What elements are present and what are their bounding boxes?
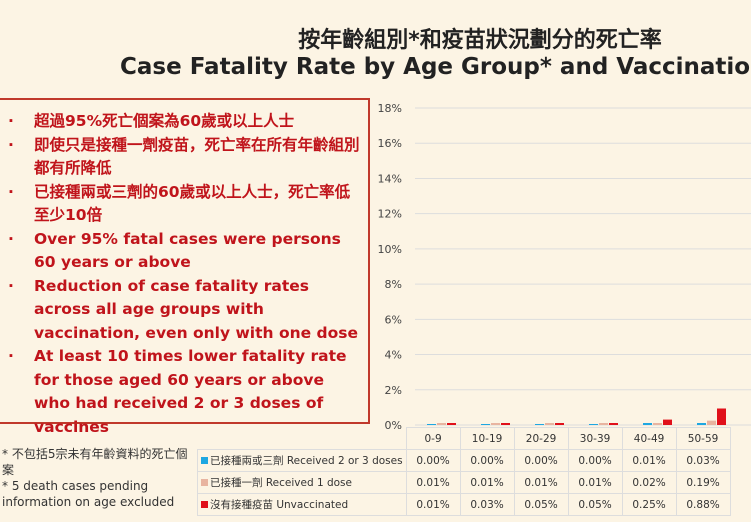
bullet-text: 即使只是接種一劑疫苗，死亡率在所有年齡組別都有所降低: [34, 135, 360, 178]
y-tick-label: 2%: [385, 384, 402, 397]
category-label: 40-49: [621, 427, 677, 450]
bullet-item: · Over 95% fatal cases were persons 60 ye…: [8, 228, 362, 275]
bar: [437, 423, 446, 425]
bar: [491, 423, 500, 425]
data-label: 0.01%: [405, 493, 461, 516]
bullet-text: Reduction of case fatality rates across …: [34, 276, 359, 342]
y-tick-label: 4%: [385, 349, 402, 362]
y-tick-label: 16%: [378, 137, 402, 150]
data-label: 0.03%: [459, 493, 515, 516]
bar: [555, 423, 564, 425]
bullet-text: 超過95%死亡個案為60歲或以上人士: [34, 112, 295, 130]
data-label: 0.00%: [513, 449, 569, 472]
bar: [643, 423, 652, 425]
category-label: 10-19: [459, 427, 515, 450]
bar: [697, 423, 706, 425]
legend-swatch-icon: [201, 457, 208, 464]
y-tick-label: 14%: [378, 172, 402, 185]
bullet-item: · At least 10 times lower fatality rate f…: [8, 345, 362, 439]
bullet-mark: ·: [8, 135, 14, 154]
bar: [447, 423, 456, 425]
data-label: 0.01%: [567, 471, 623, 494]
legend-swatch-icon: [201, 501, 208, 508]
bar: [545, 423, 554, 425]
bar: [717, 408, 726, 425]
bar: [427, 424, 436, 425]
data-label: 0.01%: [621, 449, 677, 472]
legend-entry: 已接種一劑 Received 1 dose: [197, 471, 407, 494]
y-tick-label: 6%: [385, 313, 402, 326]
data-label: 0.03%: [675, 449, 731, 472]
bullet-mark: ·: [8, 112, 14, 130]
category-label: 20-29: [513, 427, 569, 450]
category-label: 30-39: [567, 427, 623, 450]
bullet-item: · 超過95%死亡個案為60歲或以上人士: [8, 110, 362, 134]
data-label: 0.01%: [513, 471, 569, 494]
footnote-en: * 5 death cases pending information on a…: [2, 479, 175, 509]
key-points-box: · 超過95%死亡個案為60歲或以上人士 · 即使只是接種一劑疫苗，死亡率在所有年齡組…: [0, 98, 370, 436]
data-label: 0.19%: [675, 471, 731, 494]
bar: [535, 424, 544, 425]
title-english: Case Fatality Rate by Age Group* and Vac…: [120, 54, 751, 80]
y-tick-label: 18%: [378, 102, 402, 115]
data-table: 0-9 10-19 20-29 30-39 40-49 50-59 已接種兩或三劑 Rece…: [197, 427, 731, 516]
data-label: 0.01%: [459, 471, 515, 494]
bullet-item: · Reduction of case fatality rates across…: [8, 275, 362, 346]
series-name: 已接種兩或三劑 Received 2 or 3 doses: [210, 455, 403, 467]
bullet-item: · 即使只是接種一劑疫苗，死亡率在所有年齡組別都有所降低: [8, 134, 362, 181]
bullet-text: Over 95% fatal cases were persons 60 yea…: [34, 229, 341, 272]
bar: [589, 424, 598, 425]
category-label: 50-59: [675, 427, 731, 450]
legend-entry: 已接種兩或三劑 Received 2 or 3 doses: [197, 449, 407, 472]
data-label: 0.88%: [675, 493, 731, 516]
data-label: 0.25%: [621, 493, 677, 516]
footnote-zh: * 不包括5宗未有年齡資料的死亡個案: [2, 447, 188, 477]
data-label: 0.05%: [513, 493, 569, 516]
series-name: 沒有接種疫苗 Unvaccinated: [210, 499, 349, 511]
series-name: 已接種一劑 Received 1 dose: [210, 477, 352, 489]
category-label: 0-9: [405, 427, 461, 450]
y-tick-label: 12%: [378, 208, 402, 221]
legend-swatch-icon: [201, 479, 208, 486]
bullet-mark: ·: [8, 276, 14, 295]
data-label: 0.00%: [405, 449, 461, 472]
bullet-text: 已接種兩或三劑的60歲或以上人士，死亡率低至少10倍: [34, 182, 351, 225]
y-tick-label: 0%: [385, 419, 402, 432]
y-tick-label: 8%: [385, 278, 402, 291]
table-row: 已接種一劑 Received 1 dose 0.01% 0.01% 0.01% 0.01…: [197, 471, 731, 494]
bar: [481, 424, 490, 425]
bullet-mark: ·: [8, 229, 14, 248]
data-label: 0.00%: [459, 449, 515, 472]
data-label: 0.02%: [621, 471, 677, 494]
table-row: 沒有接種疫苗 Unvaccinated 0.01% 0.03% 0.05% 0.05% 0…: [197, 493, 731, 516]
data-label: 0.05%: [567, 493, 623, 516]
table-row: 已接種兩或三劑 Received 2 or 3 doses 0.00% 0.00% 0…: [197, 449, 731, 472]
legend-entry: 沒有接種疫苗 Unvaccinated: [197, 493, 407, 516]
bullet-text: At least 10 times lower fatality rate fo…: [34, 347, 347, 436]
bar: [663, 419, 672, 425]
bullet-mark: ·: [8, 347, 14, 365]
bullet-item: · 已接種兩或三劑的60歲或以上人士，死亡率低至少10倍: [8, 181, 362, 228]
bar: [653, 423, 662, 425]
data-label: 0.00%: [567, 449, 623, 472]
bar: [599, 423, 608, 425]
table-corner: [198, 428, 407, 450]
bar: [707, 420, 716, 425]
bullet-mark: ·: [8, 182, 14, 201]
title-chinese: 按年齡組別*和疫苗狀況劃分的死亡率: [298, 28, 662, 53]
bar: [609, 423, 618, 425]
bar: [501, 423, 510, 425]
data-label: 0.01%: [405, 471, 461, 494]
y-tick-label: 10%: [378, 243, 402, 256]
footnote: * 不包括5宗未有年齡資料的死亡個案 * 5 death cases pendi…: [2, 446, 192, 510]
